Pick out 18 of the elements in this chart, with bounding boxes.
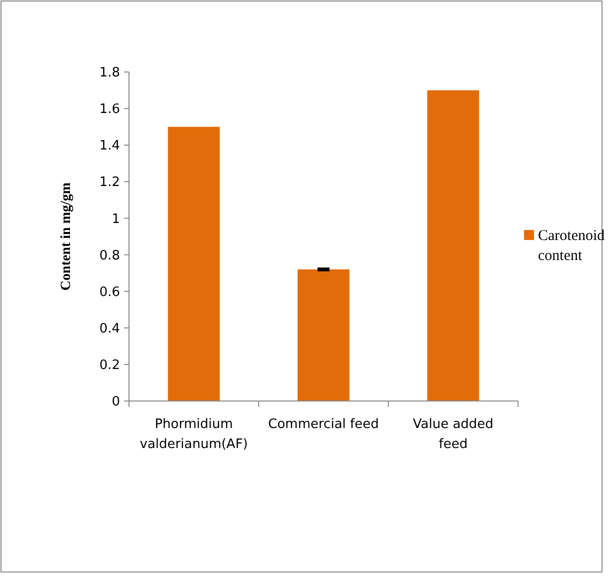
y-tick-label: 0.8 xyxy=(99,248,120,264)
x-tick-label: Phormidium valderianum(AF) xyxy=(140,417,248,452)
bar xyxy=(168,126,220,401)
y-tick-label: 0 xyxy=(112,394,120,410)
legend-label: Carotenoid content xyxy=(538,228,606,264)
y-tick-label: 0.6 xyxy=(99,284,120,300)
y-tick-label: 0.2 xyxy=(99,358,120,373)
bar xyxy=(427,90,480,401)
x-tick-label: Value added feed xyxy=(412,417,494,452)
y-tick-label: 1.8 xyxy=(99,66,120,81)
y-tick-label: 1 xyxy=(112,212,120,227)
y-tick-label: 0.4 xyxy=(99,321,120,336)
bar xyxy=(298,269,350,401)
y-tick-label: 1.2 xyxy=(99,175,120,190)
y-tick-label: 1.6 xyxy=(99,102,120,118)
y-tick-label: 1.4 xyxy=(99,138,120,154)
y-axis-title: Content in mg/gm xyxy=(59,182,74,291)
x-tick-label: Commercial feed xyxy=(268,417,379,432)
